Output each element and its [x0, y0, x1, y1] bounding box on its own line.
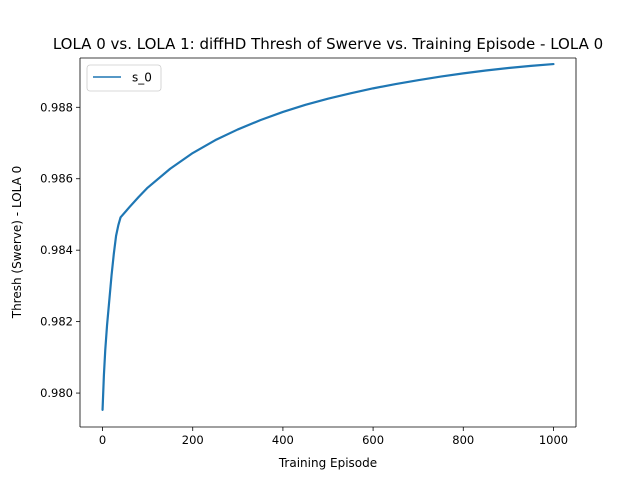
- legend-box: [86, 64, 162, 92]
- y-tick-label: 0.984: [40, 243, 73, 257]
- x-axis-ticks: 0 200 400 600 800 1000: [99, 427, 568, 447]
- x-tick-label: 0: [99, 433, 106, 447]
- x-tick-label: 200: [182, 433, 204, 447]
- x-tick-label: 400: [272, 433, 294, 447]
- chart-title: LOLA 0 vs. LOLA 1: diffHD Thresh of Swer…: [53, 35, 603, 53]
- x-tick-label: 600: [362, 433, 384, 447]
- plot-area: 0 200 400 600 800 1000 0.9800.9820.9840.9860.…: [40, 57, 577, 447]
- legend-label-s0: s_0: [132, 71, 152, 85]
- y-axis-label: Thresh (Swerve) - LOLA 0: [10, 166, 24, 320]
- series-layer: [101, 62, 555, 411]
- legend: s_0: [86, 64, 162, 92]
- series-line-s0: [101, 62, 555, 411]
- x-tick-label: 800: [452, 433, 474, 447]
- y-tick-label: 0.986: [40, 172, 73, 186]
- plot-background: [80, 58, 576, 427]
- x-tick-label: 1000: [539, 433, 568, 447]
- y-axis-ticks: 0.980 0.982 0.984 0.986 0.988: [40, 100, 80, 400]
- y-tick-label: 0.980: [40, 386, 73, 400]
- x-axis-label: Training Episode: [278, 456, 377, 470]
- y-tick-label: 0.982: [40, 315, 73, 329]
- y-tick-label: 0.988: [40, 100, 73, 114]
- axes-frame: [79, 57, 577, 428]
